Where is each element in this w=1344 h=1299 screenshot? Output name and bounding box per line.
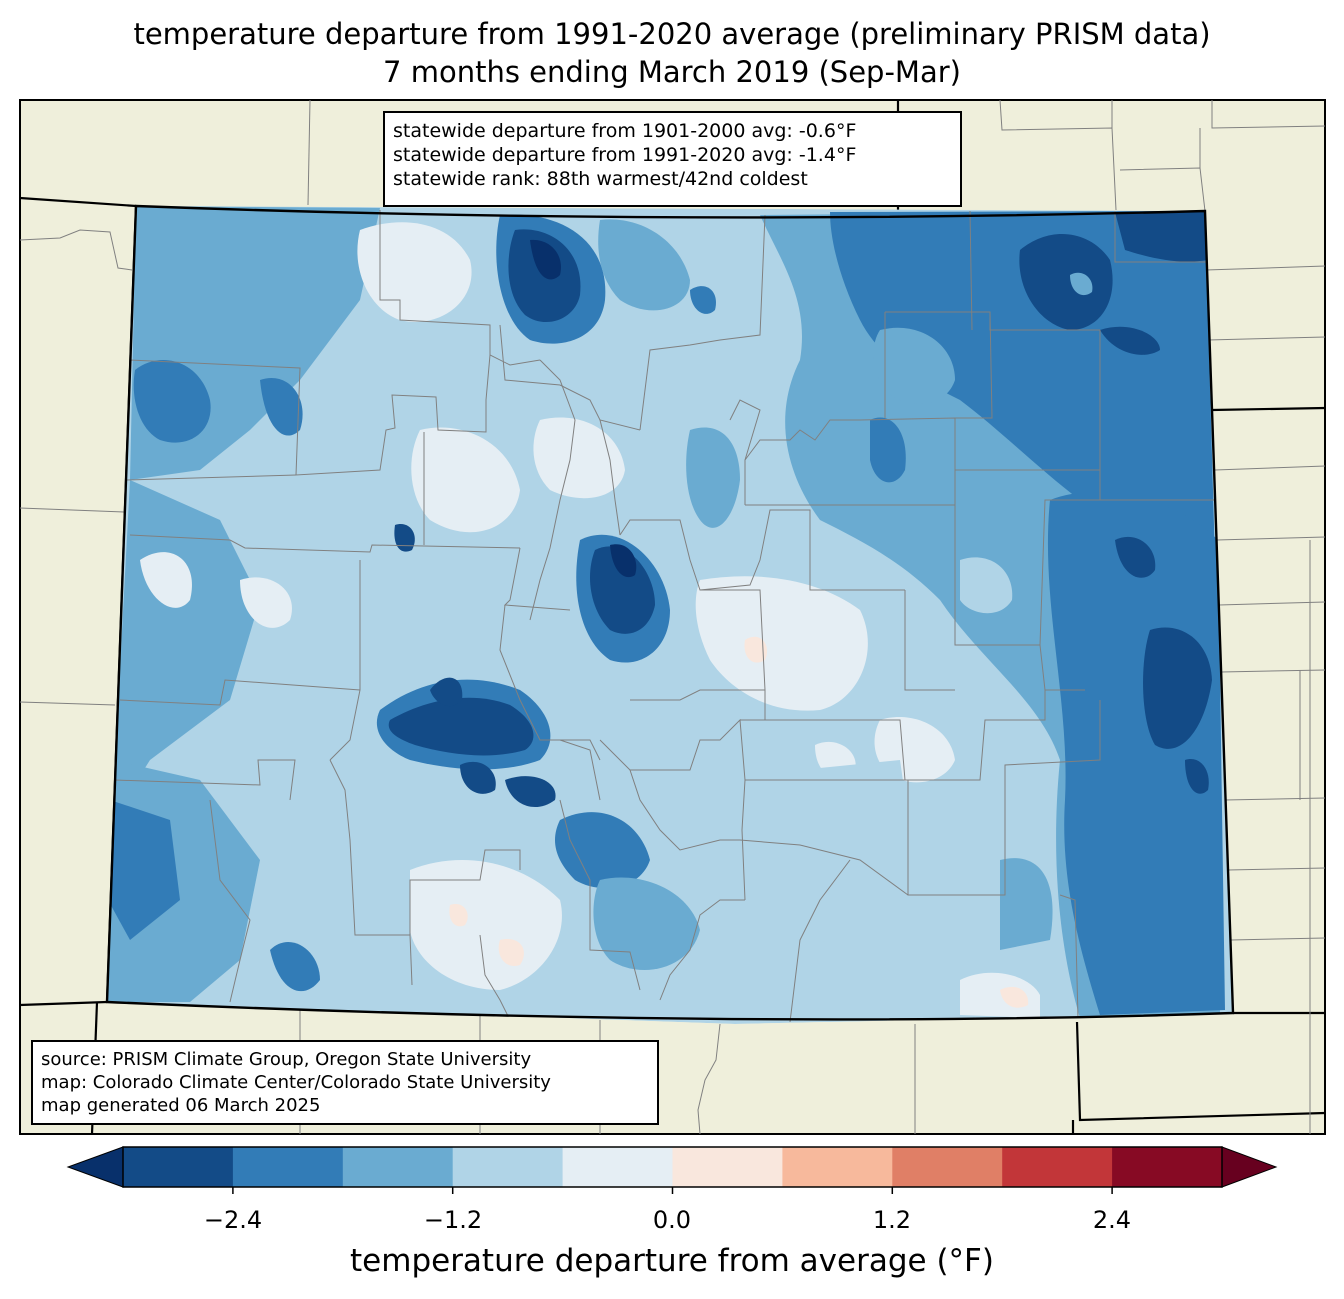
colorbar-bin — [672, 1147, 783, 1187]
colorbar-tick-label: 0.0 — [652, 1206, 692, 1234]
colorbar-tick-label: 2.4 — [1092, 1206, 1132, 1234]
statewide-stats-box: statewide departure from 1901-2000 avg: … — [383, 111, 962, 207]
colorado-border — [105, 204, 1235, 1021]
stats-rank: statewide rank: 88th warmest/42nd coldes… — [393, 168, 808, 190]
colorbar-bin — [782, 1147, 893, 1187]
source-line: source: PRISM Climate Group, Oregon Stat… — [41, 1049, 532, 1070]
colorbar-bin — [1112, 1147, 1223, 1187]
colorbar-under-arrow — [66, 1146, 124, 1188]
map-title-line2: 7 months ending March 2019 (Sep-Mar) — [383, 55, 961, 89]
generated-date-line: map generated 06 March 2025 — [41, 1095, 321, 1116]
colorbar-bin — [1002, 1147, 1113, 1187]
colorbar-tick-label: 1.2 — [872, 1206, 912, 1234]
stats-departure-1901: statewide departure from 1901-2000 avg: … — [393, 120, 857, 142]
colorbar-bin — [123, 1147, 234, 1187]
stats-departure-1991: statewide departure from 1991-2020 avg: … — [393, 144, 857, 166]
colorbar-bin — [452, 1147, 564, 1187]
colorbar-label: temperature departure from average (°F) — [350, 1243, 994, 1279]
colorbar-tick-label: −2.4 — [203, 1206, 263, 1234]
map-credit-line: map: Colorado Climate Center/Colorado St… — [41, 1072, 551, 1093]
source-credit-box: source: PRISM Climate Group, Oregon Stat… — [31, 1040, 659, 1125]
colorbar-tick-label: −1.2 — [423, 1206, 483, 1234]
temperature-field — [107, 206, 1233, 1024]
map-title-line1: temperature departure from 1991-2020 ave… — [133, 17, 1211, 51]
colorbar-bin — [232, 1147, 344, 1187]
county-lines — [114, 210, 1215, 1023]
colorbar-bin — [342, 1147, 454, 1187]
colorbar-bin — [562, 1147, 673, 1187]
colorbar-over-arrow — [1221, 1146, 1278, 1188]
colorbar — [66, 1146, 1278, 1194]
colorbar-bin — [892, 1147, 1003, 1187]
